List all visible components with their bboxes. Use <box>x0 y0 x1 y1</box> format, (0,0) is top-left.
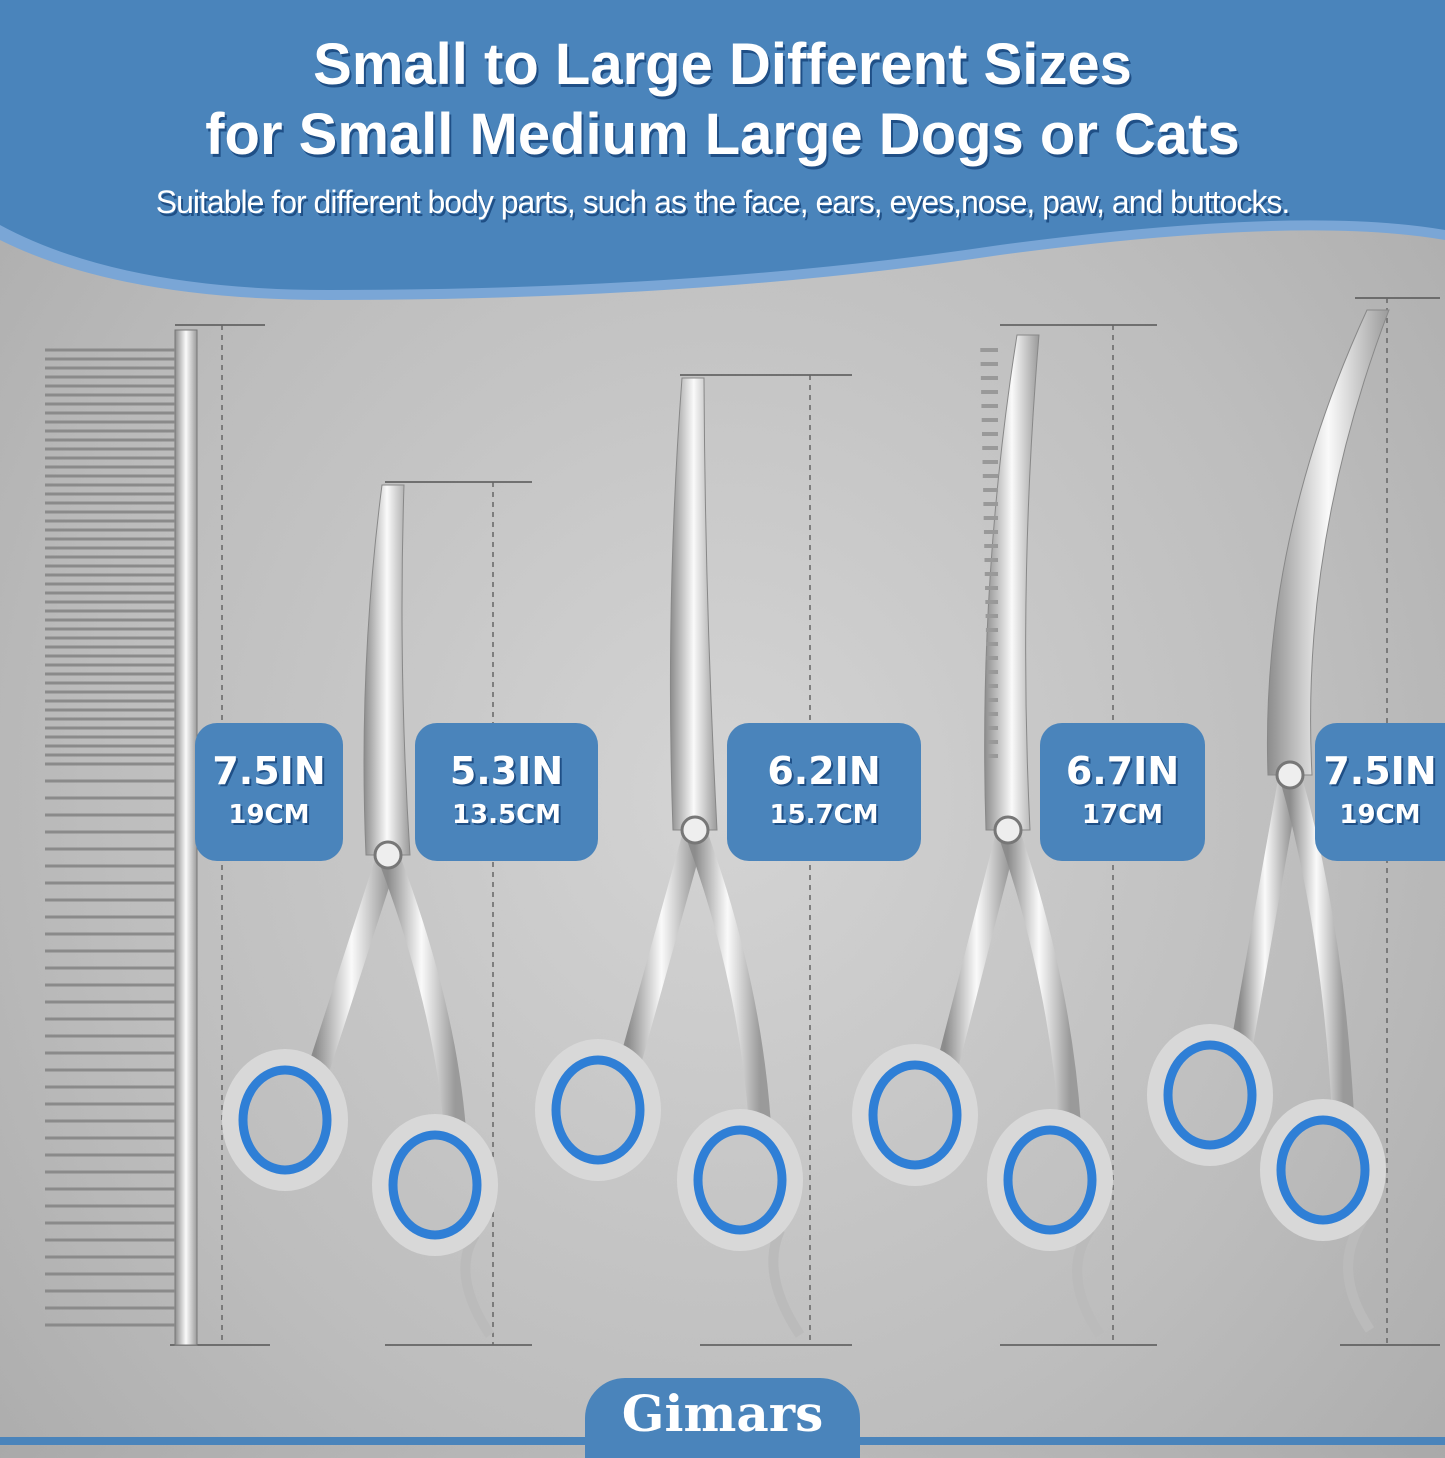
size-label-curved-scissors: 6.2IN 15.7CM <box>727 723 921 861</box>
size-cm: 17CM <box>1081 800 1164 830</box>
size-cm: 13.5CM <box>451 800 562 830</box>
size-label-straight-scissors: 5.3IN 13.5CM <box>415 723 598 861</box>
size-label-large-curved-scissors: 7.5IN 19CM <box>1315 723 1445 861</box>
size-cm: 19CM <box>1339 800 1421 830</box>
headline-line-2: for Small Medium Large Dogs or Cats <box>205 102 1240 167</box>
scissors-illustration <box>1147 309 1390 1333</box>
size-label-comb: 7.5IN 19CM <box>195 723 343 861</box>
pivot-screw-icon <box>373 840 403 870</box>
scissors-illustration <box>535 377 805 1338</box>
size-inches: 7.5IN <box>1323 749 1437 793</box>
scissors-illustration <box>852 334 1113 1338</box>
size-inches: 6.2IN <box>767 749 881 793</box>
pivot-screw-icon <box>1275 760 1305 790</box>
comb-illustration <box>45 329 198 1346</box>
pivot-screw-icon <box>680 815 710 845</box>
size-cm: 19CM <box>228 800 310 830</box>
size-inches: 7.5IN <box>212 749 326 793</box>
pivot-screw-icon <box>993 815 1023 845</box>
footer-bar <box>0 1437 1445 1445</box>
size-inches: 5.3IN <box>449 749 564 793</box>
scissors-illustration <box>222 484 498 1338</box>
headline-line-1: Small to Large Different Sizes <box>313 32 1132 97</box>
size-label-thinning-scissors: 6.7IN 17CM <box>1040 723 1205 861</box>
brand-logo: Gimars <box>585 1378 860 1458</box>
size-cm: 15.7CM <box>769 800 879 830</box>
subtitle: Suitable for different body parts, such … <box>155 184 1290 220</box>
size-inches: 6.7IN <box>1065 749 1180 793</box>
